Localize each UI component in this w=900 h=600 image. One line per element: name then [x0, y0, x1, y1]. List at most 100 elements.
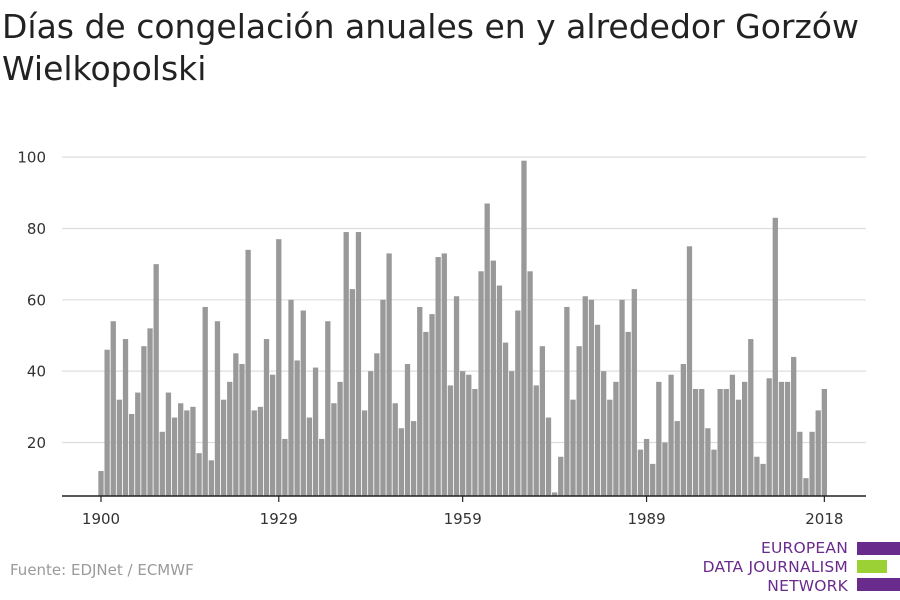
bar-1920 — [220, 399, 227, 496]
bar-1990 — [650, 463, 656, 496]
bar-2002 — [723, 388, 729, 496]
bar-1915 — [190, 406, 196, 496]
bar-1910 — [159, 431, 165, 496]
bar-1928 — [269, 374, 276, 496]
bar-chart: 20 40 60 80 100 1900 1929 1959 1989 2018 — [17, 149, 866, 528]
bar-2009 — [766, 378, 772, 496]
bar-1997 — [692, 388, 699, 496]
bar-1922 — [233, 353, 239, 496]
x-tick-label: 1989 — [627, 510, 665, 528]
bar-1986 — [625, 331, 631, 496]
bar-1978 — [576, 346, 582, 496]
bar-1945 — [374, 353, 380, 496]
bar-1932 — [294, 360, 300, 496]
bar-1924 — [245, 249, 251, 496]
bar-1902 — [110, 321, 116, 496]
bar-1943 — [361, 410, 368, 496]
bar-1953 — [423, 331, 429, 496]
bar-2017 — [815, 410, 821, 496]
bar-1908 — [147, 328, 153, 496]
bar-2011 — [778, 381, 785, 496]
bar-2008 — [760, 463, 766, 496]
bar-1951 — [410, 421, 417, 496]
bar-1969 — [521, 160, 527, 496]
bar-1960 — [466, 374, 472, 496]
bar-1921 — [227, 381, 233, 496]
y-tick-label: 40 — [27, 363, 46, 381]
bar-2005 — [742, 381, 748, 496]
bar-1939 — [337, 381, 343, 496]
y-axis-ticks: 20 40 60 80 100 — [17, 149, 46, 452]
y-tick-label: 20 — [27, 434, 46, 452]
bar-2012 — [784, 381, 791, 496]
y-tick-label: 100 — [17, 149, 46, 167]
bar-1936 — [319, 438, 325, 496]
bar-1971 — [533, 385, 539, 496]
bar-2010 — [772, 217, 778, 496]
bar-1996 — [686, 246, 693, 496]
bar-1947 — [386, 253, 392, 496]
bar-2007 — [754, 456, 760, 496]
x-tick-label: 2018 — [805, 510, 843, 528]
bar-1993 — [668, 374, 674, 496]
bar-1985 — [619, 299, 625, 496]
bar-1964 — [490, 260, 496, 496]
bar-1984 — [613, 381, 619, 496]
bar-1965 — [496, 285, 503, 496]
bar-1981 — [594, 324, 601, 496]
bar-2004 — [735, 399, 742, 496]
y-tick-label: 60 — [27, 291, 46, 309]
logo-bar-bottom — [857, 578, 900, 591]
bar-1955 — [435, 257, 441, 496]
bar-2018 — [821, 388, 827, 496]
bar-1918 — [208, 460, 214, 496]
bar-1907 — [141, 346, 147, 496]
bar-1913 — [178, 403, 184, 496]
bar-1994 — [674, 421, 680, 496]
x-tick-label: 1959 — [444, 510, 482, 528]
bar-1973 — [545, 417, 552, 496]
bar-2014 — [797, 431, 803, 496]
chart-title: Días de congelación anuales en y alreded… — [2, 7, 859, 88]
bar-1968 — [515, 310, 521, 496]
bar-1998 — [699, 388, 705, 496]
bar-1961 — [472, 388, 478, 496]
bar-1901 — [104, 349, 110, 496]
bar-1999 — [705, 428, 711, 496]
bar-1925 — [251, 410, 257, 496]
bar-1914 — [184, 410, 190, 496]
bar-1904 — [122, 339, 129, 496]
bar-1974 — [551, 492, 558, 496]
bar-1934 — [306, 417, 313, 496]
x-axis-ticks: 1900 1929 1959 1989 2018 — [82, 496, 843, 528]
edjnet-logo: EUROPEAN DATA JOURNALISM NETWORK — [700, 538, 900, 596]
x-tick-label: 1900 — [82, 510, 120, 528]
bar-1962 — [478, 271, 484, 496]
bar-1957 — [447, 385, 454, 496]
bar-1937 — [325, 321, 331, 496]
bar-1975 — [558, 456, 564, 496]
bar-1946 — [380, 299, 386, 496]
bar-2001 — [717, 388, 723, 496]
bar-1958 — [453, 296, 460, 496]
bar-1916 — [196, 453, 202, 496]
bar-1954 — [429, 314, 435, 496]
bar-1983 — [607, 399, 613, 496]
bar-1967 — [509, 371, 515, 496]
bar-1987 — [631, 289, 637, 496]
bar-1989 — [643, 438, 650, 496]
bar-2016 — [809, 431, 815, 496]
bar-1991 — [656, 381, 662, 496]
bar-1948 — [392, 403, 398, 496]
bar-2003 — [729, 374, 736, 496]
bar-1912 — [171, 417, 178, 496]
bar-1940 — [343, 232, 349, 496]
bar-1977 — [570, 399, 576, 496]
bar-1979 — [582, 296, 588, 496]
bar-1919 — [214, 321, 221, 496]
bar-1941 — [349, 289, 355, 496]
bar-1992 — [662, 442, 668, 496]
bar-1976 — [564, 306, 570, 496]
y-tick-label: 80 — [27, 220, 46, 238]
logo-line-network: NETWORK — [767, 577, 848, 595]
